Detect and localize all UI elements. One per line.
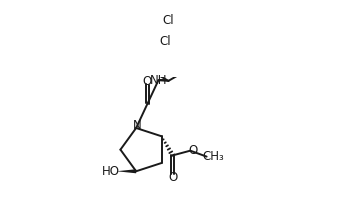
Text: O: O [168,171,177,184]
Text: Cl: Cl [159,35,171,48]
Text: Cl: Cl [163,14,174,27]
Polygon shape [117,169,136,173]
Text: O: O [189,144,198,156]
Text: CH₃: CH₃ [203,150,224,163]
Text: N: N [133,119,142,132]
Text: NH: NH [150,74,168,87]
Text: HO: HO [102,165,120,178]
Text: O: O [143,75,152,88]
